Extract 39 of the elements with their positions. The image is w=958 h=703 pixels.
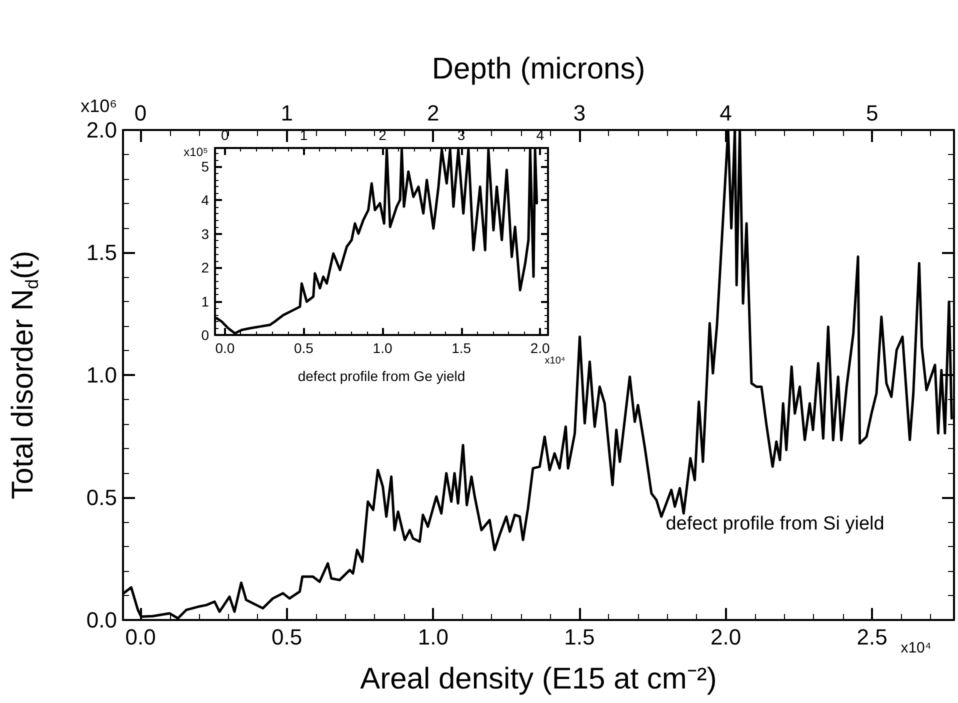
y-axis-title: Total disorder Nd(t)	[6, 250, 42, 500]
x-tick-label: 0.0	[125, 624, 156, 650]
annotation: x10⁵	[184, 145, 208, 159]
x2-tick-label: 1	[280, 100, 293, 126]
x2-tick-label: 1	[300, 127, 308, 143]
y-tick-label: 2.0	[86, 118, 117, 142]
x-tick-label: 2.5	[856, 624, 888, 650]
annotation: defect profile from Si yield	[666, 514, 884, 534]
y-tick-label: 1.5	[86, 240, 117, 265]
text: x10⁴	[900, 640, 932, 656]
x-tick-label: 0.5	[272, 624, 302, 650]
y-tick-label: 3	[201, 226, 210, 242]
text: x10⁶	[80, 96, 117, 116]
x2-axis-title: Depth (microns)	[432, 52, 646, 86]
y-tick-label: 0.5	[86, 485, 117, 510]
x2-tick-label: 5	[866, 100, 878, 126]
x-tick-label: 1.5	[564, 624, 595, 650]
x-tick-label: 1.0	[418, 624, 448, 650]
x2-tick-label: 3	[573, 100, 586, 126]
y-tick-label: 5	[201, 158, 210, 175]
x-tick-label: 1.5	[452, 340, 472, 356]
x-axis-title: Areal density (E15 at cm⁻²)	[360, 662, 717, 696]
x2-tick-label: 2	[427, 100, 440, 126]
annotation: x10⁴	[544, 356, 566, 366]
y-tick-label: 4	[201, 192, 210, 208]
x2-tick-label: 4	[536, 127, 544, 143]
x-tick-label: 2.0	[530, 340, 550, 356]
y-tick-label: 2	[201, 260, 210, 276]
x-tick-label: 0.5	[294, 340, 314, 356]
y-tick-label: 1.0	[86, 362, 117, 388]
x-tick-label: 1.0	[372, 340, 392, 356]
x-tick-label: 0.0	[215, 340, 235, 356]
x-axis-title: defect profile from Ge yield	[298, 368, 466, 384]
y-tick-label: 1	[201, 293, 210, 310]
x2-tick-label: 4	[720, 100, 732, 126]
y-tick-label: 0	[201, 327, 210, 343]
x2-tick-label: 0	[134, 100, 147, 126]
y-tick-label: 0.0	[86, 608, 117, 632]
x-tick-label: 2.0	[710, 624, 742, 650]
